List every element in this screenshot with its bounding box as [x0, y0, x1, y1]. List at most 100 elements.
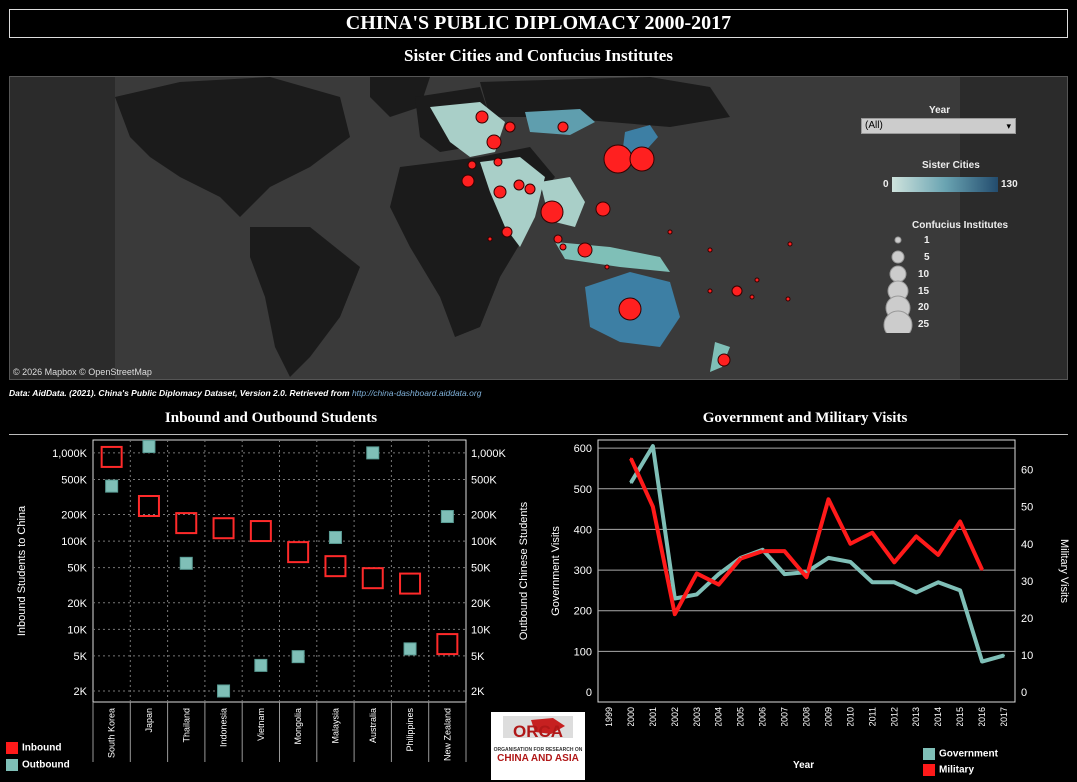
y2-tick-label: 500K [471, 474, 497, 486]
sister-cities-min: 0 [883, 179, 889, 190]
government-point [915, 591, 918, 594]
ci-size-label: 1 [924, 235, 930, 246]
x-tick-label: Indonesia [219, 708, 229, 747]
x-tick-label: 2001 [648, 707, 658, 726]
greenland-shape [370, 77, 430, 117]
visits-chart[interactable]: 0 100 200 300 400 500 600 0 10 20 30 40 50 60 1999 2000… [541, 436, 1071, 726]
ci-bubble [467, 160, 477, 170]
government-line [629, 444, 1005, 664]
legend-outbound[interactable]: Outbound [6, 759, 70, 771]
ci-bubble [629, 146, 655, 172]
y-tick-label: 400 [574, 524, 592, 536]
military-point [629, 457, 632, 460]
government-point [651, 445, 654, 448]
y-axis-title: Government Visits [550, 526, 562, 616]
inbound-marker [212, 517, 235, 540]
military-point [739, 557, 742, 560]
outbound-marker [328, 530, 342, 544]
source-text: Data: AidData. (2021). China's Public Di… [9, 388, 350, 398]
ci-bubble [557, 121, 569, 133]
map-attribution[interactable]: © 2026 Mapbox © OpenStreetMap [13, 367, 152, 377]
north-america-shape [115, 77, 350, 217]
year-filter-dropdown[interactable]: (All) [861, 118, 1016, 134]
students-chart[interactable]: 2K 2K 5K 5K 10K 10K 20K 20K 50K 50K 100K 100K 200K 20… [9, 436, 541, 772]
x-tick-label: 2000 [626, 707, 636, 726]
ci-bubble [559, 243, 567, 251]
ci-bubble [595, 201, 611, 217]
military-point [981, 568, 984, 571]
outbound-marker [366, 446, 380, 460]
x-tick-label: 2015 [955, 707, 965, 726]
ci-bubble [749, 294, 755, 300]
y2-tick-label: 20 [1021, 613, 1033, 625]
svg-text:ORCA: ORCA [513, 722, 563, 741]
ci-bubble [754, 277, 760, 283]
orca-logo: ORCA ORGANISATION FOR RESEARCH ON CHINA … [491, 712, 585, 780]
legend-government-swatch [923, 748, 935, 760]
inbound-marker [361, 567, 384, 590]
y-tick-label: 5K [74, 651, 88, 663]
section-divider [9, 434, 1068, 435]
government-point [893, 581, 896, 584]
x-tick-label: 2003 [692, 707, 702, 726]
x-tick-label: 2006 [758, 707, 768, 726]
inbound-marker [287, 541, 310, 564]
ci-bubble [487, 236, 493, 242]
military-line [629, 457, 984, 617]
government-point [695, 593, 698, 596]
y2-tick-label: 1,000K [471, 448, 507, 460]
legend-government[interactable]: Government [923, 748, 998, 760]
legend-military[interactable]: Military [923, 764, 974, 776]
ci-size-label: 15 [918, 286, 930, 297]
military-point [805, 576, 808, 579]
map-canvas[interactable] [10, 77, 1068, 380]
ci-bubble [461, 174, 475, 188]
outbound-marker [403, 642, 417, 656]
ci-bubble [787, 241, 793, 247]
y2-axis-title: Outbound Chinese Students [518, 501, 530, 640]
x-tick-label: 2008 [802, 707, 812, 726]
ci-bubble [577, 242, 593, 258]
ci-bubble [493, 185, 507, 199]
outbound-marker [254, 658, 268, 672]
x-tick-label: Philippines [405, 708, 415, 752]
source-link[interactable]: http://china-dashboard.aiddata.org [351, 388, 482, 398]
dashboard-title: CHINA'S PUBLIC DIPLOMACY 2000-2017 [9, 9, 1068, 38]
y2-tick-label: 50K [471, 563, 491, 575]
y2-tick-label: 10 [1021, 650, 1033, 662]
x-tick-label: 2009 [823, 707, 833, 726]
visits-x-axis-title: Year [793, 760, 815, 771]
inbound-marker [324, 555, 347, 578]
orca-logo-mark: ORCA [503, 716, 573, 741]
x-tick-label: 2013 [911, 707, 921, 726]
military-point [959, 520, 962, 523]
ci-bubble [540, 200, 564, 224]
orca-logo-line2: CHINA AND ASIA [497, 753, 579, 764]
military-point [695, 572, 698, 575]
y-tick-label: 500K [61, 474, 87, 486]
mongolia-shape [525, 109, 595, 135]
y2-tick-label: 100K [471, 536, 497, 548]
government-point [761, 548, 764, 551]
y2-tick-label: 40 [1021, 539, 1033, 551]
y2-tick-label: 50 [1021, 502, 1033, 514]
confucius-size-legend [883, 236, 913, 333]
government-point [959, 589, 962, 592]
inbound-marker [100, 445, 123, 468]
legend-outbound-label: Outbound [22, 759, 70, 771]
dashboard-title-text: CHINA'S PUBLIC DIPLOMACY 2000-2017 [345, 12, 732, 34]
y2-tick-label: 0 [1021, 687, 1027, 699]
x-tick-label: 2004 [714, 707, 724, 726]
year-filter-label: Year [929, 105, 951, 116]
legend-inbound[interactable]: Inbound [6, 742, 61, 754]
ci-bubble [501, 226, 513, 238]
sister-cities-gradient [892, 177, 998, 192]
outbound-marker [440, 510, 454, 524]
ci-bubble [604, 264, 610, 270]
military-point [717, 583, 720, 586]
legend-military-swatch [923, 764, 935, 776]
south-america-shape [250, 227, 360, 377]
government-point [937, 581, 940, 584]
confucius-legend-title: Confucius Institutes [912, 220, 1009, 231]
ci-bubble [717, 353, 731, 367]
